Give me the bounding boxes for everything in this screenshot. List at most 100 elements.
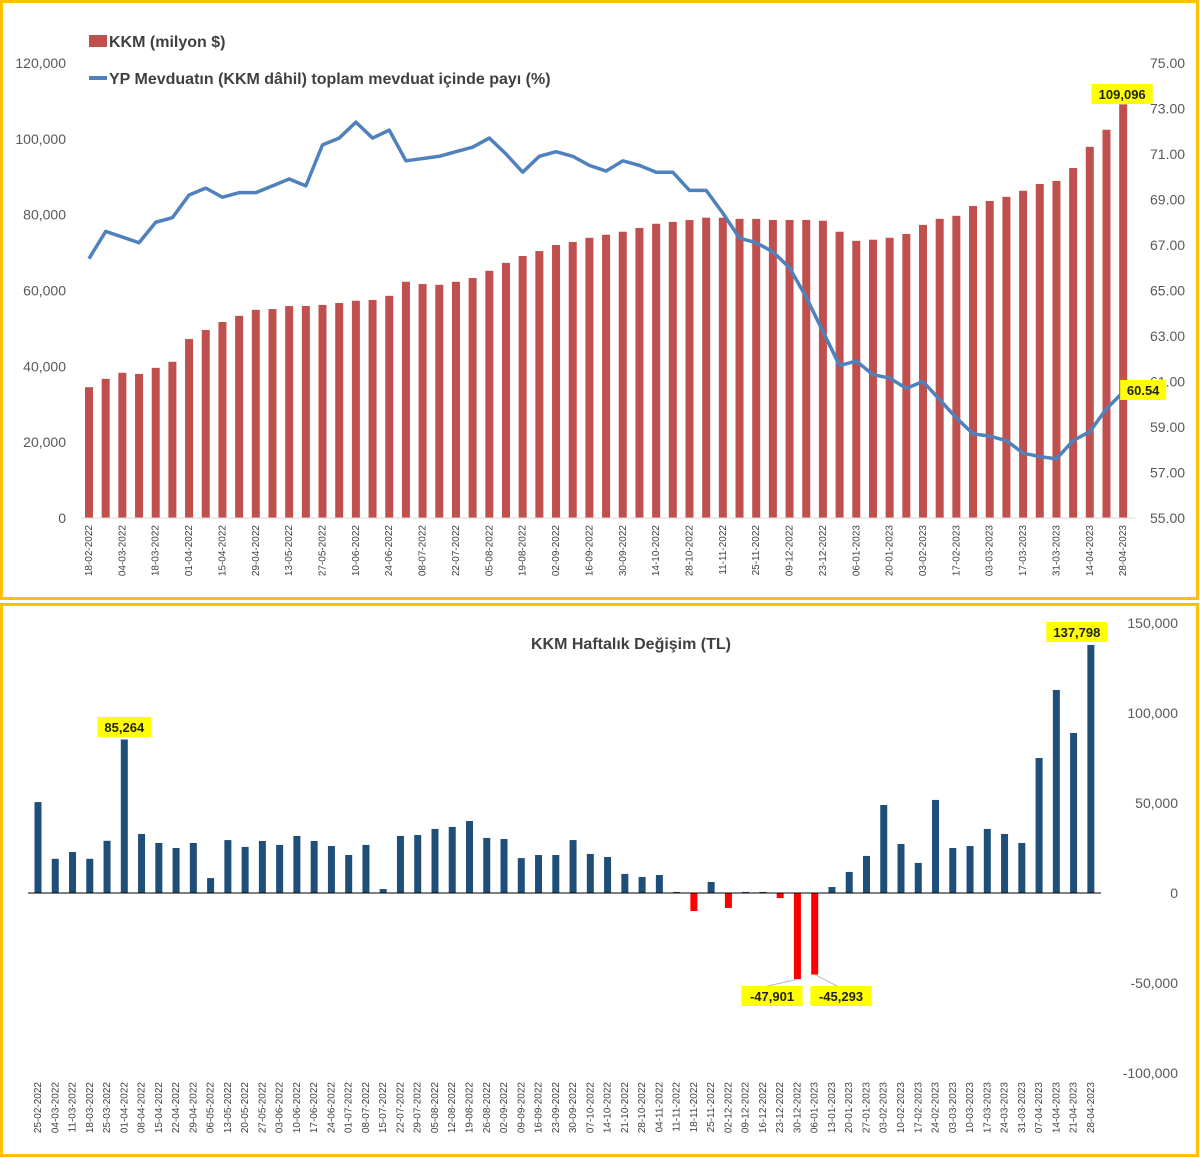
kkm-weekly-change-chart: KKM Haftalık Değişim (TL) -100,000 -50,00… — [28, 615, 1178, 1133]
x-tick-label: 26-08-2022 — [482, 1082, 493, 1134]
bar — [34, 802, 42, 893]
bar — [301, 306, 310, 518]
peak-value-label-bg — [97, 717, 152, 737]
bar — [327, 846, 335, 893]
bar — [345, 855, 353, 893]
peak-value-label: 85,264 — [104, 720, 145, 735]
bar — [569, 840, 577, 893]
bar — [285, 306, 294, 518]
bar — [1052, 689, 1060, 893]
bar — [702, 217, 711, 518]
x-tick-label: 11-11-2022 — [718, 525, 729, 575]
plot-area: -100,000 -50,000 0 50,000 100,000 150,000 25-0… — [28, 615, 1178, 1133]
x-tick-label: 27-05-2022 — [257, 1082, 268, 1134]
y2-tick-label: 57.00 — [1150, 465, 1185, 481]
bar — [638, 876, 646, 893]
x-tick-label: 17-02-2023 — [913, 1082, 924, 1134]
y-tick-label: -100,000 — [1123, 1065, 1178, 1081]
bar — [224, 840, 232, 893]
bar — [952, 215, 961, 518]
x-tick-label: 02-09-2022 — [499, 1082, 510, 1134]
chart-title: KKM Haftalık Değişim (TL) — [531, 636, 731, 653]
x-tick-label: 20-01-2023 — [844, 1082, 855, 1134]
x-tick-label: 24-02-2023 — [931, 1082, 942, 1134]
bar — [735, 218, 744, 518]
bar — [897, 844, 905, 893]
x-tick-label: 03-03-2023 — [985, 525, 996, 577]
bar-negative — [690, 893, 698, 911]
bar — [310, 840, 318, 893]
x-tick-label: 07-04-2023 — [1034, 1082, 1045, 1134]
bar — [914, 862, 922, 893]
bar — [1070, 732, 1078, 893]
bar — [828, 887, 836, 893]
x-tick-label: 06-01-2023 — [810, 1082, 821, 1134]
bar-last-value-bg — [1091, 84, 1153, 104]
bar — [51, 858, 59, 893]
bar — [668, 221, 677, 518]
bar — [120, 739, 128, 893]
x-tick-label: 28-10-2022 — [684, 525, 695, 577]
legend-line-label: YP Mevduatın (KKM dâhil) toplam mevduat … — [109, 71, 551, 88]
x-tick-label: 18-11-2022 — [689, 1082, 700, 1133]
x-tick-label: 24-03-2023 — [1000, 1082, 1011, 1134]
plot-area: 0 20,000 40,000 60,000 80,000 100,000 120,000 5… — [15, 55, 1185, 576]
bar — [969, 205, 978, 518]
y-tick-label: 40,000 — [23, 358, 66, 374]
x-tick-label: 27-01-2023 — [861, 1082, 872, 1134]
y2-tick-label: 71.00 — [1150, 146, 1185, 162]
x-tick-label: 15-04-2022 — [154, 1082, 165, 1134]
bar — [335, 303, 344, 518]
y2-tick-label: 75.00 — [1150, 55, 1185, 71]
x-tick-label: 28-04-2023 — [1086, 1082, 1097, 1134]
bar — [552, 245, 561, 518]
bar — [396, 835, 404, 893]
x-tick-label: 20-05-2022 — [240, 1082, 251, 1134]
bar — [707, 882, 715, 893]
bar — [401, 281, 410, 518]
bar — [172, 848, 180, 893]
bar — [118, 372, 127, 518]
y-tick-label: -50,000 — [1131, 975, 1179, 991]
bar — [759, 891, 767, 893]
y-tick-label: 60,000 — [23, 283, 66, 299]
bar — [318, 304, 327, 518]
bar — [673, 891, 681, 893]
x-tick-label: 07-10-2022 — [585, 1082, 596, 1134]
x-tick-label: 17-03-2023 — [1018, 525, 1029, 577]
x-tick-label: 10-02-2023 — [896, 1082, 907, 1134]
x-tick-label: 20-01-2023 — [885, 525, 896, 577]
bar — [368, 299, 377, 518]
min-value-label-2: -45,293 — [819, 989, 863, 1004]
bar — [768, 219, 777, 518]
bar — [1069, 168, 1078, 518]
x-tick-label: 14-10-2022 — [603, 1082, 614, 1134]
bar — [483, 837, 491, 893]
y-tick-label: 20,000 — [23, 434, 66, 450]
bar — [652, 223, 661, 518]
x-tick-label: 17-03-2023 — [982, 1082, 993, 1134]
bar — [293, 835, 301, 893]
x-tick-label: 14-10-2022 — [651, 525, 662, 577]
x-tick-label: 08-07-2022 — [418, 525, 429, 577]
x-tick-label: 11-11-2022 — [672, 1082, 683, 1132]
bar — [101, 378, 110, 518]
bar — [835, 231, 844, 518]
bar — [207, 878, 215, 893]
bar — [685, 219, 694, 518]
bar — [451, 281, 460, 518]
bar — [351, 300, 360, 518]
y-tick-label: 120,000 — [15, 55, 66, 71]
x-tick-label: 03-06-2022 — [275, 1082, 286, 1134]
bar — [568, 241, 577, 518]
x-tick-label: 23-09-2022 — [551, 1082, 562, 1134]
x-tick-label: 14-04-2023 — [1085, 525, 1096, 577]
bar — [862, 855, 870, 893]
bar — [218, 321, 227, 518]
bar — [1087, 644, 1095, 893]
y-tick-label: 100,000 — [1127, 705, 1178, 721]
bar — [752, 218, 761, 518]
bar-last-value: 109,096 — [1099, 87, 1146, 102]
bar — [431, 828, 439, 893]
line-last-value: 60.54 — [1127, 383, 1160, 398]
